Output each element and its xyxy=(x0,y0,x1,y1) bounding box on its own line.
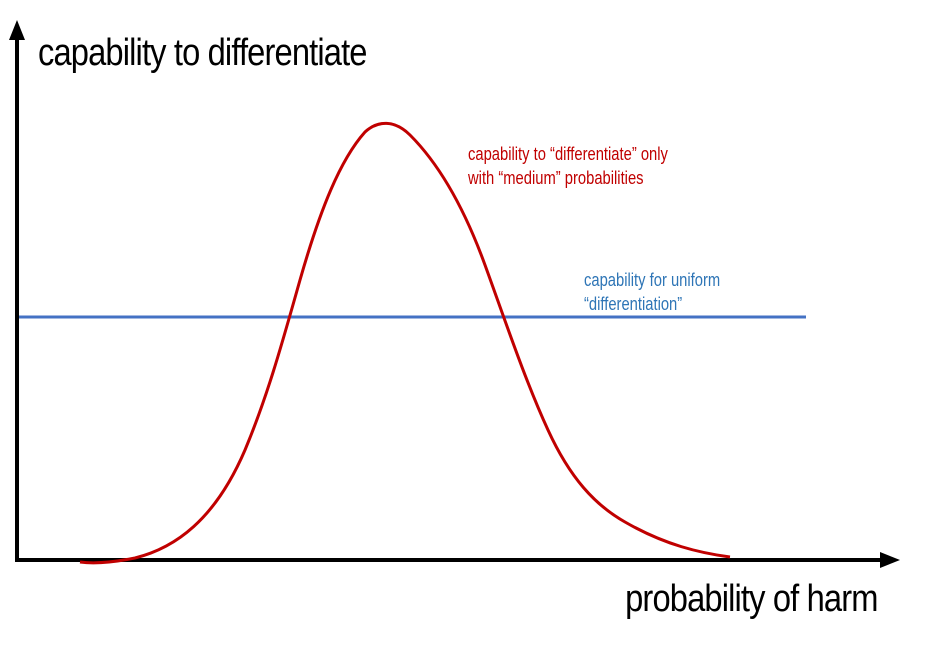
x-axis-arrowhead xyxy=(880,552,900,568)
uniform-line-annotation-line-2: “differentiation” xyxy=(584,294,683,314)
y-axis-title: capability to differentiate xyxy=(38,32,367,74)
y-axis-arrowhead xyxy=(9,20,25,40)
bell-curve xyxy=(79,121,731,565)
bell-curve-annotation: capability to “differentiate” only with … xyxy=(468,142,668,190)
bell-curve-annotation-line-2: with “medium” probabilities xyxy=(468,168,644,188)
uniform-line-annotation: capability for uniform “differentiation” xyxy=(584,268,720,316)
uniform-line-annotation-line-1: capability for uniform xyxy=(584,270,721,290)
bell-curve-annotation-line-1: capability to “differentiate” only xyxy=(468,144,668,164)
x-axis-title: probability of harm xyxy=(625,578,879,620)
